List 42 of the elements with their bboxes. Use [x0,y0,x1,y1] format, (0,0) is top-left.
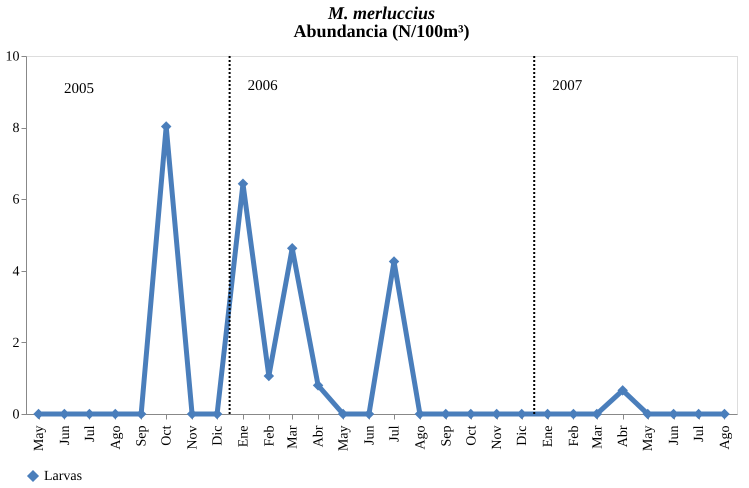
x-tick-label: Jul [388,425,403,442]
ref-line-label: 2007 [552,78,583,94]
chart-title: M. merluccius [326,3,436,23]
x-tick-label: Jun [362,426,378,445]
x-tick-label: Jul [692,425,708,442]
x-tick-label: Dic [515,426,530,446]
y-tick-label: 0 [12,408,20,422]
x-tick-label: Oct [464,425,480,446]
y-tick-label: 8 [12,121,20,136]
x-tick-label: Nov [186,426,201,450]
x-tick-label: Feb [566,426,582,446]
x-tick-label: Abr [616,425,632,448]
point [312,380,324,391]
annotation: 2005 [64,81,94,97]
x-tick-label: Ago [108,426,124,450]
y-tick-label: 6 [12,192,20,208]
x-tick-label: Nov [490,426,506,450]
x-tick-label: May [32,426,48,452]
x-tick-label: Ene [236,426,252,448]
x-tick-label: Dic [210,426,226,446]
x-tick-label: Ago [718,426,733,450]
x-tick-label: Sep [134,426,150,446]
point [617,385,628,396]
x-tick-label: Sep [439,426,454,446]
x-tick-label: Oct [160,425,175,446]
x-tick-label: Feb [262,426,278,446]
y-tick-label: 4 [12,264,20,280]
x-tick-label: Ago [413,426,428,450]
y-tick-label: 2 [12,336,20,351]
x-tick-label: May [336,426,352,452]
x-tick-label: Jun [667,426,682,445]
x-tick-label: Jul [82,425,98,442]
x-tick-label: Jun [58,426,73,445]
x-tick-label: May [641,426,656,452]
legend-label: Larvas [44,469,82,484]
x-tick-label: Ene [541,426,556,448]
chart-subtitle: Abundancia (N/100m³) [294,21,470,41]
ref-line-label: 2006 [248,78,278,94]
y-tick-label: 10 [6,50,20,64]
x-tick-label: Mar [590,425,606,449]
x-tick-label: Mar [286,425,301,449]
x-tick-label: Abr [312,425,327,448]
